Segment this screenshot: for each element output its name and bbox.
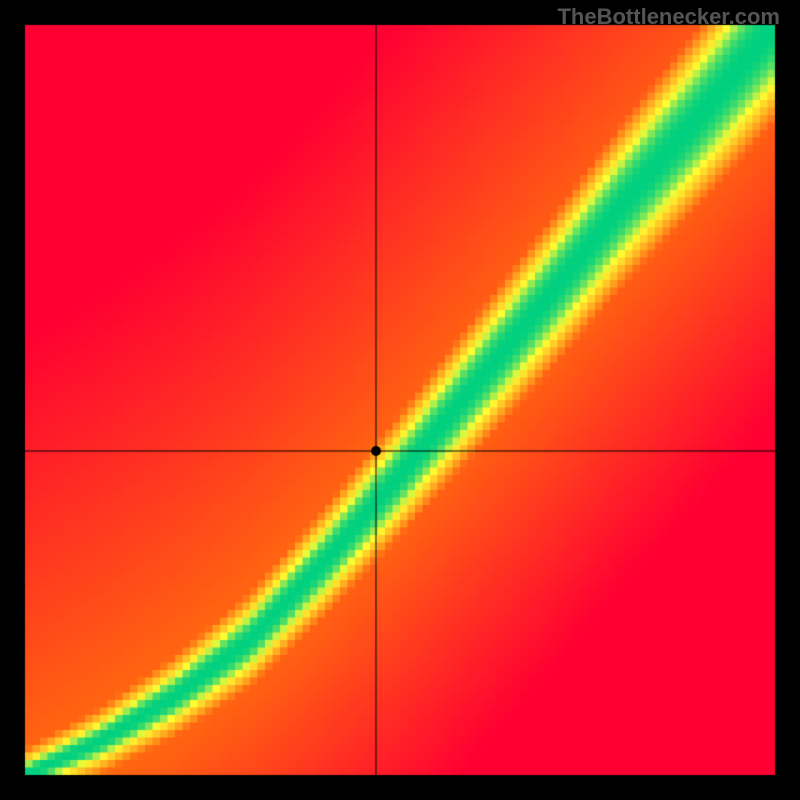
heatmap-canvas (0, 0, 800, 800)
chart-container: TheBottlenecker.com (0, 0, 800, 800)
watermark-text: TheBottlenecker.com (557, 4, 780, 30)
